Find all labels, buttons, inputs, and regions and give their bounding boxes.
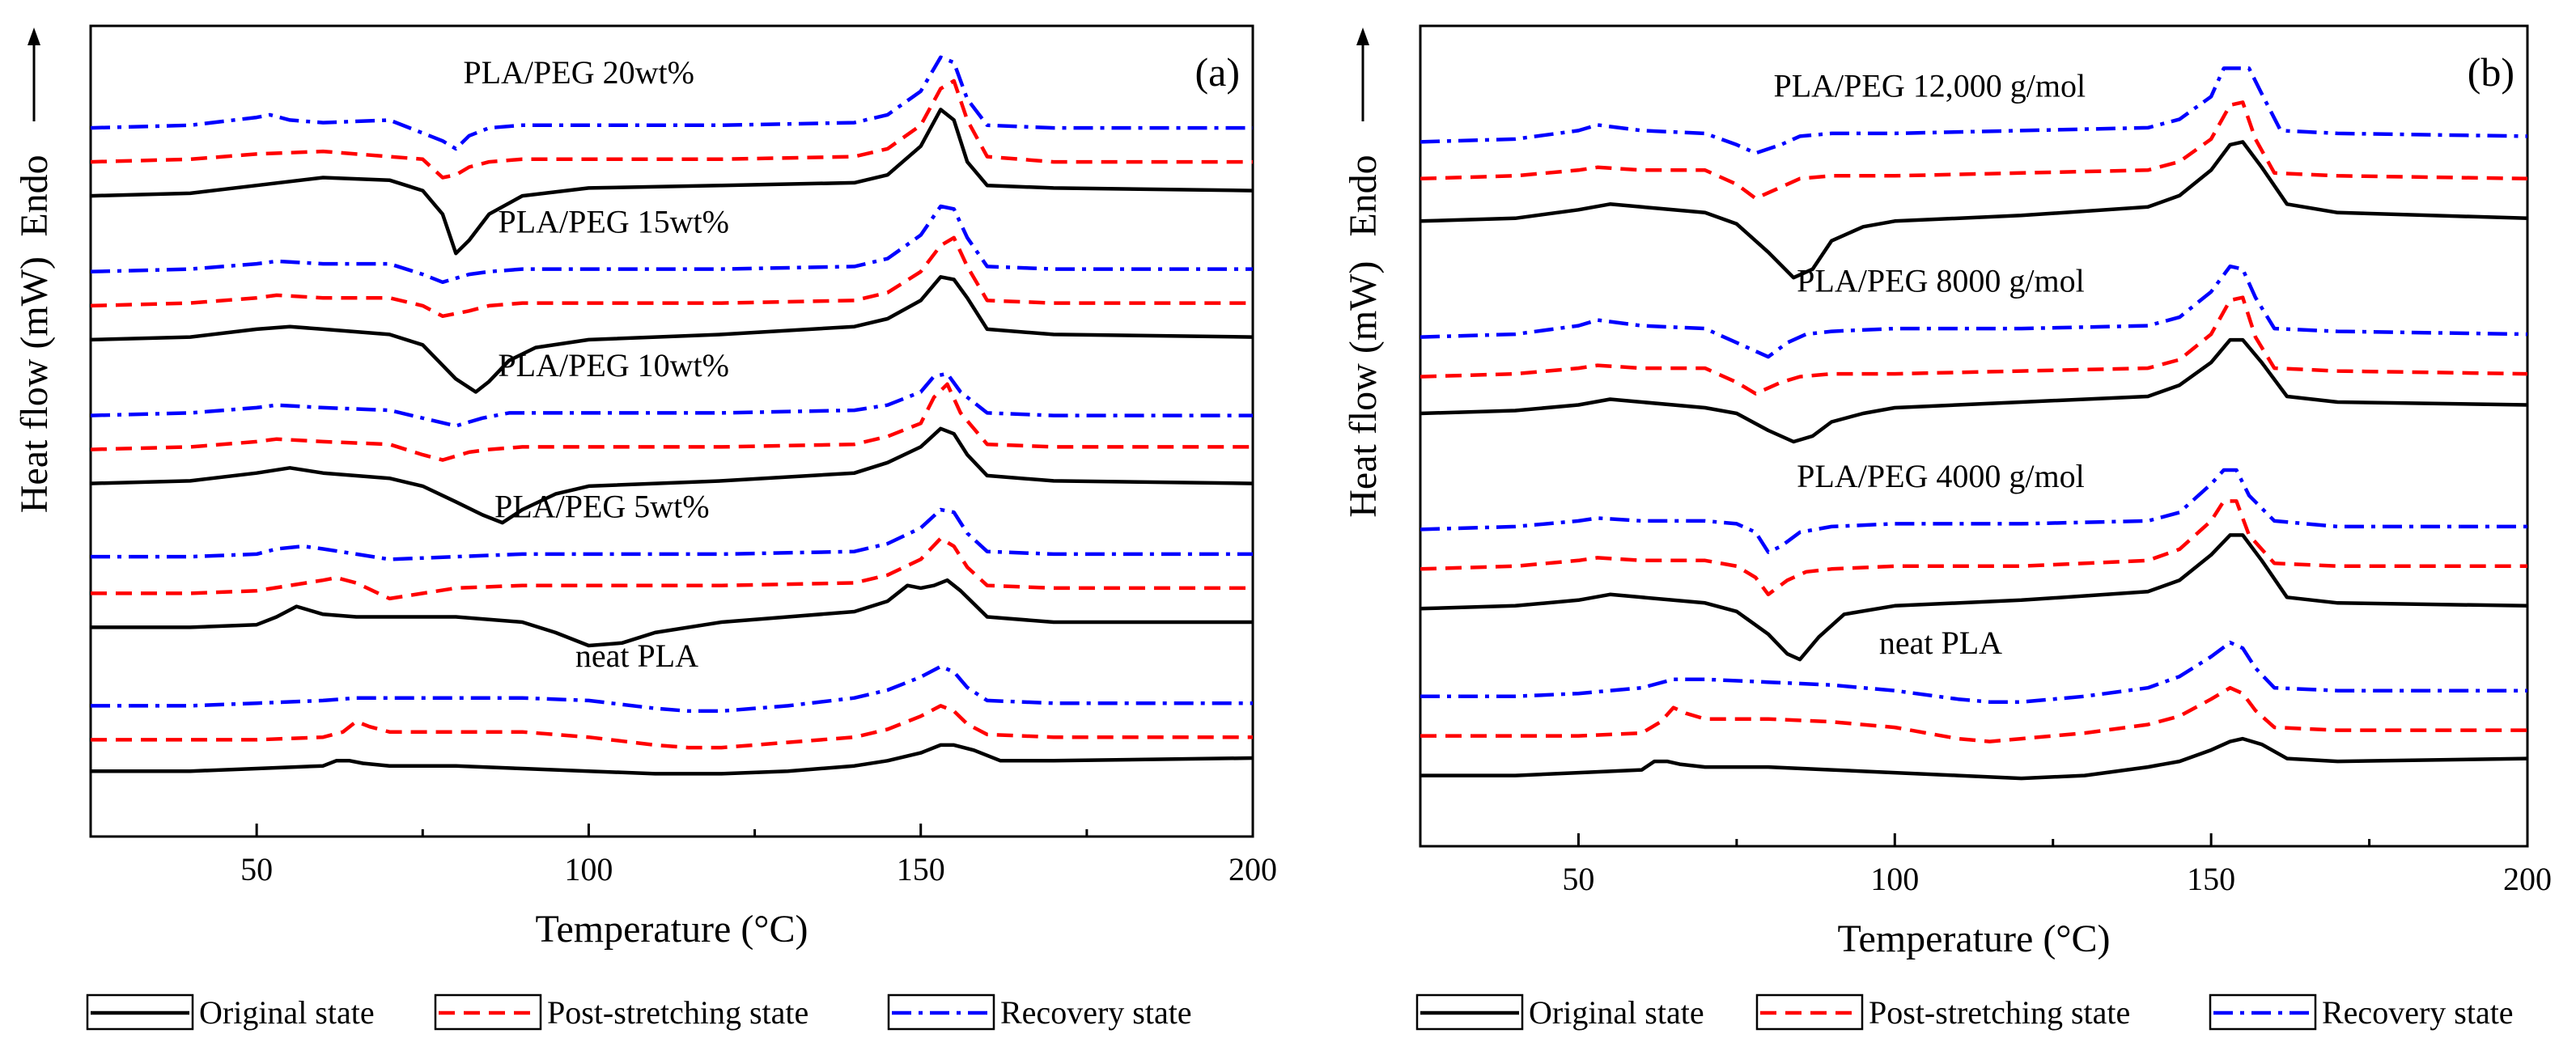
curve-pla-peg-12-000-g-mol-original-state (1420, 140, 2527, 280)
curve-neat-pla-recovery-state (91, 664, 1253, 714)
group-label: PLA/PEG 5wt% (494, 489, 710, 525)
panel-b: 50 100 150 200 Temperature (°C) Heat flow (mW… (1342, 24, 2552, 1031)
legend-swatch-box (2209, 993, 2317, 1031)
legend-entry-recovery-state: Recovery state (887, 993, 1192, 1031)
x-tick-label: 50 (1562, 861, 1594, 897)
curve-pla-peg-8000-g-mol-original-state (1420, 337, 2527, 444)
x-tick-label: 200 (1229, 851, 1277, 887)
legend-label: Recovery state (1000, 994, 1192, 1031)
curve-pla-peg-15wt-original-state (91, 275, 1253, 394)
curve-pla-peg-12-000-g-mol-recovery-state (1420, 66, 2527, 155)
group-label: neat PLA (575, 638, 698, 674)
group-label: PLA/PEG 4000 g/mol (1797, 458, 2085, 494)
curve-pla-peg-4000-g-mol-original-state (1420, 533, 2527, 662)
legend: Original state Post-stretching state Recov… (1415, 993, 2514, 1031)
curve-neat-pla-recovery-state (1420, 640, 2527, 704)
endo-label: Endo (1342, 155, 1385, 236)
curve-neat-pla-post-stretching-state (91, 704, 1253, 750)
legend-swatch-box (434, 993, 542, 1031)
legend-swatch-box (1415, 993, 1524, 1031)
legend-entry-original-state: Original state (1415, 993, 1704, 1031)
group-label: PLA/PEG 12,000 g/mol (1773, 67, 2086, 104)
legend-swatch-box (887, 993, 995, 1031)
curve-pla-peg-10wt-recovery-state (91, 371, 1253, 428)
curve-pla-peg-20wt-original-state (91, 108, 1253, 256)
curve-pla-peg-5wt-original-state (91, 578, 1253, 648)
curve-pla-peg-15wt-post-stretching-state (91, 235, 1253, 319)
curve-pla-peg-10wt-original-state (91, 426, 1253, 525)
group-label: PLA/PEG 15wt% (498, 203, 729, 239)
curve-neat-pla-original-state (91, 743, 1253, 776)
endo-arrow-icon (1356, 28, 1369, 121)
curve-pla-peg-8000-g-mol-post-stretching-state (1420, 295, 2527, 396)
plot-frame (89, 24, 1254, 838)
legend-swatch-box (86, 993, 194, 1031)
legend-swatch-box (1755, 993, 1864, 1031)
legend-label: Original state (1529, 994, 1704, 1031)
plot-frame (1419, 24, 2529, 848)
curve-pla-peg-4000-g-mol-recovery-state (1420, 468, 2527, 554)
legend-label: Post-stretching state (547, 994, 808, 1031)
curve-pla-peg-15wt-recovery-state (91, 204, 1253, 285)
group-label: neat PLA (1879, 625, 2002, 661)
curve-neat-pla-post-stretching-state (1420, 685, 2527, 743)
panel-letter: (b) (2468, 49, 2514, 95)
x-tick-label: 50 (240, 851, 273, 887)
curve-pla-peg-8000-g-mol-recovery-state (1420, 264, 2527, 359)
x-tick-label: 100 (1870, 861, 1919, 897)
curve-neat-pla-original-state (1420, 736, 2527, 781)
x-tick-label: 150 (2187, 861, 2235, 897)
legend: Original state Post-stretching state Recov… (86, 993, 1192, 1031)
x-tick-label: 100 (564, 851, 613, 887)
endo-label: Endo (13, 155, 56, 236)
curve-pla-peg-10wt-post-stretching-state (91, 382, 1253, 462)
x-tick-label: 150 (897, 851, 945, 887)
y-axis-title: Heat flow (mW) (13, 256, 56, 513)
curve-pla-peg-12-000-g-mol-post-stretching-state (1420, 100, 2527, 201)
curve-pla-peg-20wt-post-stretching-state (91, 78, 1253, 180)
legend-entry-post-stretching-state: Post-stretching state (1755, 993, 2130, 1031)
curve-pla-peg-5wt-post-stretching-state (91, 536, 1253, 601)
legend-label: Original state (199, 994, 375, 1031)
panel-letter: (a) (1195, 49, 1241, 95)
group-label: PLA/PEG 10wt% (498, 347, 729, 383)
group-label: PLA/PEG 20wt% (463, 54, 694, 91)
curve-pla-peg-20wt-recovery-state (91, 55, 1253, 151)
legend-entry-post-stretching-state: Post-stretching state (434, 993, 808, 1031)
legend-label: Post-stretching state (1869, 994, 2130, 1031)
curve-pla-peg-5wt-recovery-state (91, 507, 1253, 561)
legend-label: Recovery state (2322, 994, 2514, 1031)
x-axis-title: Temperature (°C) (1837, 917, 2110, 960)
curve-pla-peg-4000-g-mol-post-stretching-state (1420, 499, 2527, 597)
x-tick-label: 200 (2503, 861, 2552, 897)
y-axis-title: Heat flow (mW) (1342, 261, 1385, 518)
group-label: PLA/PEG 8000 g/mol (1797, 263, 2085, 299)
legend-entry-original-state: Original state (86, 993, 375, 1031)
legend-entry-recovery-state: Recovery state (2209, 993, 2514, 1031)
panel-a: 50 100 150 200 Temperature (°C) Heat flow (mW… (13, 24, 1277, 1031)
x-axis-title: Temperature (°C) (535, 908, 808, 951)
endo-arrow-icon (28, 28, 40, 121)
